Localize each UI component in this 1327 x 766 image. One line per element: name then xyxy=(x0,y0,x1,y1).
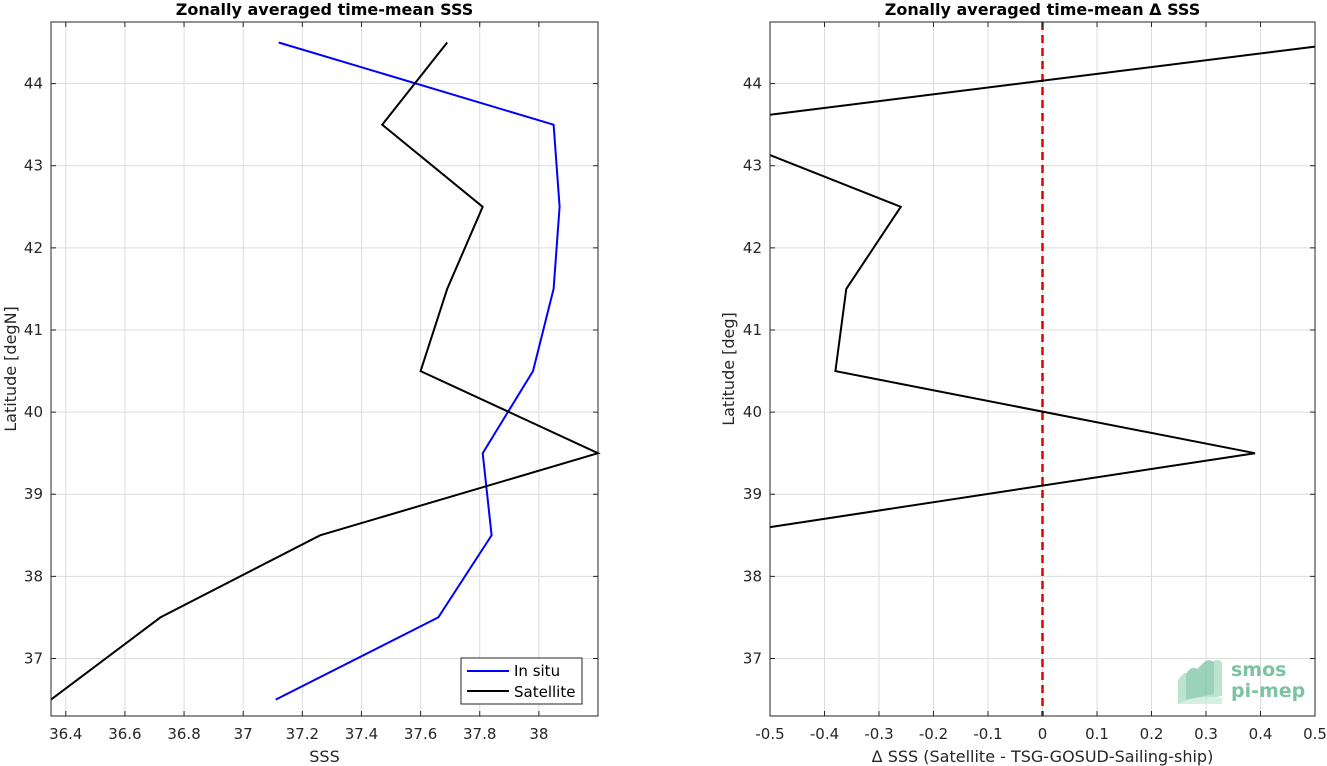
delta-x-tick-label: 0.5 xyxy=(1303,725,1327,743)
delta-x-tick-label: 0.4 xyxy=(1249,725,1273,743)
delta-y-axis-label: Latitude [deg] xyxy=(719,312,738,426)
sss-plot-frame xyxy=(50,21,599,717)
sss-y-tick-label: 44 xyxy=(24,75,43,93)
delta-y-tick-label: 41 xyxy=(743,321,762,339)
sss-y-tick-label: 40 xyxy=(24,403,43,421)
sss-legend: In situ Satellite xyxy=(460,657,583,705)
sss-x-tick-label: 37.4 xyxy=(345,725,378,743)
sss-x-tick-label: 37 xyxy=(234,725,253,743)
sss-x-tick-label: 37.6 xyxy=(404,725,437,743)
sss-x-tick-label: 37.8 xyxy=(463,725,496,743)
delta-x-tick-label: 0.3 xyxy=(1194,725,1218,743)
sss-panel: 36.4 36.6 36.8 37 37.2 37.4 37.6 37.8 38 37 38 39 40… xyxy=(1,0,601,766)
delta-sss-panel: -0.5 -0.4 -0.3 -0.2 -0.1 0 0.1 0.2 0.3 0.4 0.5 37 38… xyxy=(719,0,1327,766)
delta-x-tick-label: -0.2 xyxy=(919,725,948,743)
delta-x-tick-label: 0 xyxy=(1038,725,1048,743)
delta-x-tick-label: -0.5 xyxy=(755,725,784,743)
sss-x-tick-label: 38 xyxy=(529,725,548,743)
sss-x-tick-label: 36.6 xyxy=(108,725,141,743)
delta-y-tick-label: 42 xyxy=(743,239,762,257)
logo-text-smos: smos xyxy=(1231,659,1286,681)
delta-x-tick-label: -0.1 xyxy=(973,725,1002,743)
smos-pi-mep-logo: smos pi-mep xyxy=(1178,659,1305,704)
sss-y-tick-label: 43 xyxy=(24,157,43,175)
delta-x-tick-label: -0.3 xyxy=(864,725,893,743)
sss-y-tick-label: 37 xyxy=(24,650,43,668)
sss-y-tick-label: 42 xyxy=(24,239,43,257)
delta-x-axis-label: Δ SSS (Satellite - TSG-GOSUD-Sailing-shi… xyxy=(872,747,1214,766)
sss-y-tick-label: 39 xyxy=(24,485,43,503)
legend-label-in-situ: In situ xyxy=(514,662,560,680)
delta-y-tick-label: 43 xyxy=(743,157,762,175)
sss-y-tick-label: 38 xyxy=(24,567,43,585)
delta-y-tick-label: 38 xyxy=(743,567,762,585)
sss-y-tick-label: 41 xyxy=(24,321,43,339)
legend-label-satellite: Satellite xyxy=(514,683,575,701)
delta-y-tick-label: 40 xyxy=(743,403,762,421)
logo-text-pi-mep: pi-mep xyxy=(1231,680,1305,702)
sss-series-satellite-line xyxy=(50,41,601,701)
delta-y-tick-label: 44 xyxy=(743,75,762,93)
delta-x-tick-label: 0.2 xyxy=(1140,725,1164,743)
delta-x-tick-label: 0.1 xyxy=(1085,725,1109,743)
legend-box xyxy=(460,657,583,705)
sss-x-tick-label: 36.8 xyxy=(167,725,200,743)
delta-x-tick-label: -0.4 xyxy=(810,725,839,743)
sss-x-tick-label: 37.2 xyxy=(286,725,319,743)
logo-wave-icon xyxy=(1178,660,1222,704)
delta-series-0-line xyxy=(769,45,1316,529)
delta-chart-title: Zonally averaged time-mean Δ SSS xyxy=(885,0,1201,19)
delta-y-tick-label: 37 xyxy=(743,650,762,668)
sss-x-axis-label: SSS xyxy=(309,747,339,766)
sss-y-axis-label: Latitude [degN] xyxy=(1,306,20,432)
delta-y-tick-label: 39 xyxy=(743,485,762,503)
sss-series-in-situ-line xyxy=(275,41,561,701)
sss-x-tick-label: 36.4 xyxy=(49,725,82,743)
sss-chart-title: Zonally averaged time-mean SSS xyxy=(176,0,474,19)
